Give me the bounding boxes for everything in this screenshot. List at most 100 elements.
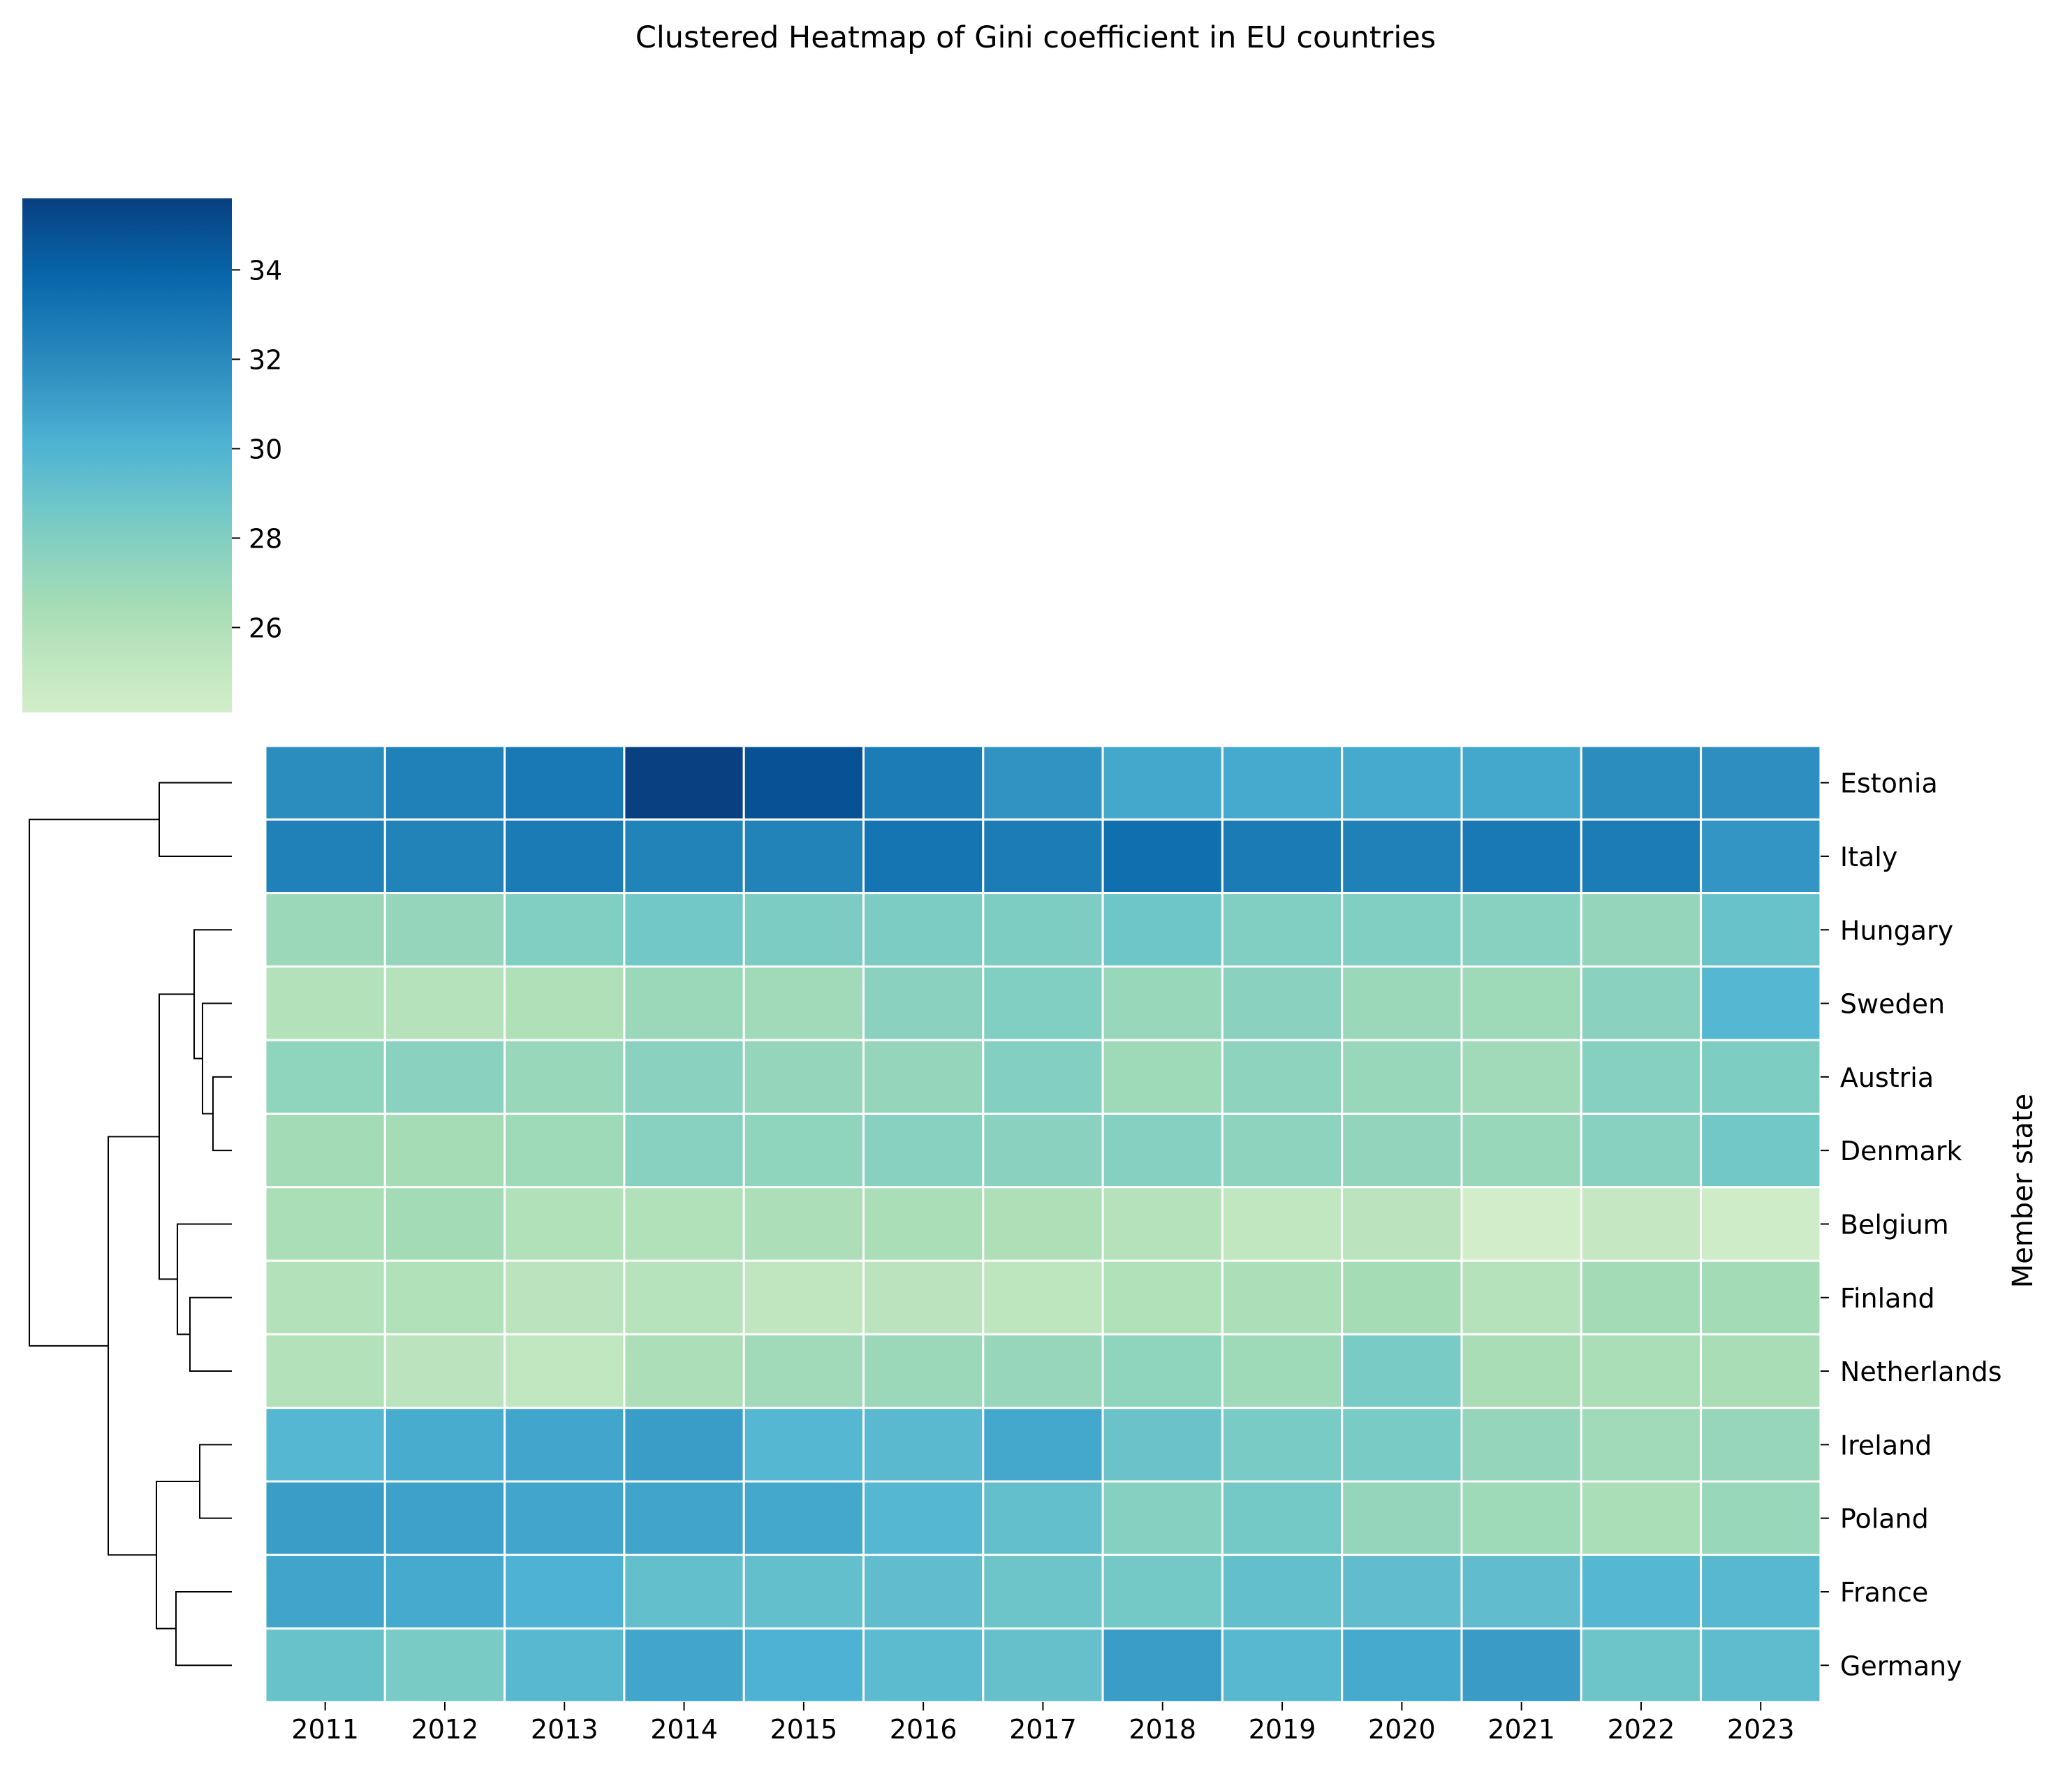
- column-label: 2022: [1608, 1714, 1675, 1745]
- dendrogram-link: [202, 1002, 232, 1115]
- heatmap-cell: [1700, 965, 1822, 1041]
- heatmap-cell: [742, 1407, 865, 1483]
- chart-title: Clustered Heatmap of Gini coefficient in…: [635, 20, 1436, 55]
- heatmap-cell: [1580, 818, 1703, 895]
- heatmap-cell: [1700, 1480, 1822, 1556]
- heatmap-cell: [504, 818, 626, 895]
- heatmap-cell: [982, 818, 1104, 895]
- heatmap-cell: [264, 1039, 386, 1115]
- heatmap-cell: [504, 1259, 626, 1335]
- heatmap-cell: [383, 818, 506, 895]
- heatmap-cell: [1101, 965, 1224, 1041]
- heatmap-cell: [1221, 1407, 1344, 1483]
- heatmap-cell: [1221, 1333, 1344, 1409]
- heatmap-cell: [504, 745, 626, 821]
- heatmap-cell: [1700, 1333, 1822, 1409]
- heatmap-cell: [383, 1407, 506, 1483]
- heatmap-cell: [1221, 1186, 1344, 1262]
- row-label: Italy: [1840, 842, 1897, 872]
- heatmap-cell: [1341, 1627, 1463, 1704]
- row-label: Ireland: [1840, 1430, 1932, 1460]
- heatmap-cell: [1460, 1480, 1582, 1556]
- heatmap-cell: [982, 1186, 1104, 1262]
- heatmap-cell: [862, 1480, 985, 1556]
- heatmap-cell: [742, 1553, 865, 1630]
- colorbar-tick-label: 30: [249, 434, 282, 464]
- heatmap-cell: [1221, 1627, 1344, 1704]
- heatmap-cell: [264, 1113, 386, 1189]
- heatmap-cell: [1460, 1407, 1582, 1483]
- dendrogram-link: [212, 1076, 232, 1152]
- heatmap-cell: [1221, 818, 1344, 895]
- heatmap-cell: [623, 1553, 745, 1630]
- heatmap-cell: [1221, 965, 1344, 1041]
- heatmap-cell: [504, 1407, 626, 1483]
- heatmap-cell: [862, 1627, 985, 1704]
- row-label: Netherlands: [1840, 1356, 2002, 1387]
- heatmap-cell: [383, 1627, 506, 1704]
- heatmap-cell: [623, 1407, 745, 1483]
- colorbar-tick-label: 34: [249, 255, 282, 286]
- heatmap-cell: [1580, 965, 1703, 1041]
- heatmap-cell: [264, 1259, 386, 1335]
- heatmap-cell: [1101, 1186, 1224, 1262]
- heatmap-cell: [1700, 1627, 1822, 1704]
- column-label: 2017: [1009, 1714, 1077, 1745]
- heatmap-cell: [742, 1186, 865, 1262]
- heatmap-cell: [383, 1333, 506, 1409]
- heatmap-cell: [383, 1259, 506, 1335]
- column-labels: 2011 2012 2013 2014 2015 2016 2017 2018 2019 2020…: [291, 1701, 1795, 1745]
- heatmap-cell: [623, 818, 745, 895]
- heatmap-cell: [1101, 1039, 1224, 1115]
- heatmap-cell: [1580, 1259, 1703, 1335]
- heatmap-cell: [1341, 745, 1463, 821]
- heatmap-cell: [1700, 1553, 1822, 1630]
- column-label: 2011: [291, 1714, 359, 1745]
- heatmap-cell: [1221, 892, 1344, 968]
- colorbar: 26 28 30 32 34: [22, 198, 282, 712]
- heatmap-cell: [982, 1480, 1104, 1556]
- heatmap-cell: [264, 1407, 386, 1483]
- heatmap-cell: [504, 1480, 626, 1556]
- heatmap-cell: [862, 892, 985, 968]
- heatmap-cell: [982, 965, 1104, 1041]
- heatmap-cell: [1700, 1407, 1822, 1483]
- dendrogram-link: [189, 1296, 232, 1372]
- heatmap-cell: [982, 1407, 1104, 1483]
- heatmap-cell: [1101, 745, 1224, 821]
- row-label: Germany: [1840, 1650, 1962, 1681]
- heatmap-cell: [1101, 818, 1224, 895]
- row-label: Belgium: [1840, 1209, 1949, 1240]
- column-label: 2013: [531, 1714, 598, 1745]
- heatmap-cell: [504, 1333, 626, 1409]
- heatmap-cell: [504, 1553, 626, 1630]
- heatmap-cell: [383, 1039, 506, 1115]
- heatmap-cell: [1460, 892, 1582, 968]
- heatmap-cell: [1700, 1186, 1822, 1262]
- heatmap-cell: [1460, 1186, 1582, 1262]
- heatmap-cell: [383, 1480, 506, 1556]
- colorbar-tick-label: 26: [249, 613, 282, 643]
- heatmap-cell: [982, 1113, 1104, 1189]
- column-label: 2016: [890, 1714, 957, 1745]
- heatmap-cell: [1580, 1407, 1703, 1483]
- heatmap-cell: [264, 818, 386, 895]
- heatmap-cell: [1460, 965, 1582, 1041]
- column-label: 2014: [650, 1714, 718, 1745]
- heatmap-cell: [1341, 892, 1463, 968]
- heatmap-cell: [1221, 1259, 1344, 1335]
- heatmap-cell: [264, 1333, 386, 1409]
- column-label: 2019: [1249, 1714, 1316, 1745]
- heatmap-cell: [504, 1039, 626, 1115]
- heatmap-cell: [623, 1039, 745, 1115]
- heatmap-cell: [1341, 818, 1463, 895]
- heatmap-cell: [1580, 1333, 1703, 1409]
- heatmap-cell: [264, 745, 386, 821]
- dendrogram-link: [29, 819, 159, 1347]
- heatmap-cell: [383, 1553, 506, 1630]
- heatmap-cell: [982, 745, 1104, 821]
- heatmap-cell: [1101, 1553, 1224, 1630]
- heatmap-cell: [1580, 892, 1703, 968]
- heatmap-cell: [504, 1627, 626, 1704]
